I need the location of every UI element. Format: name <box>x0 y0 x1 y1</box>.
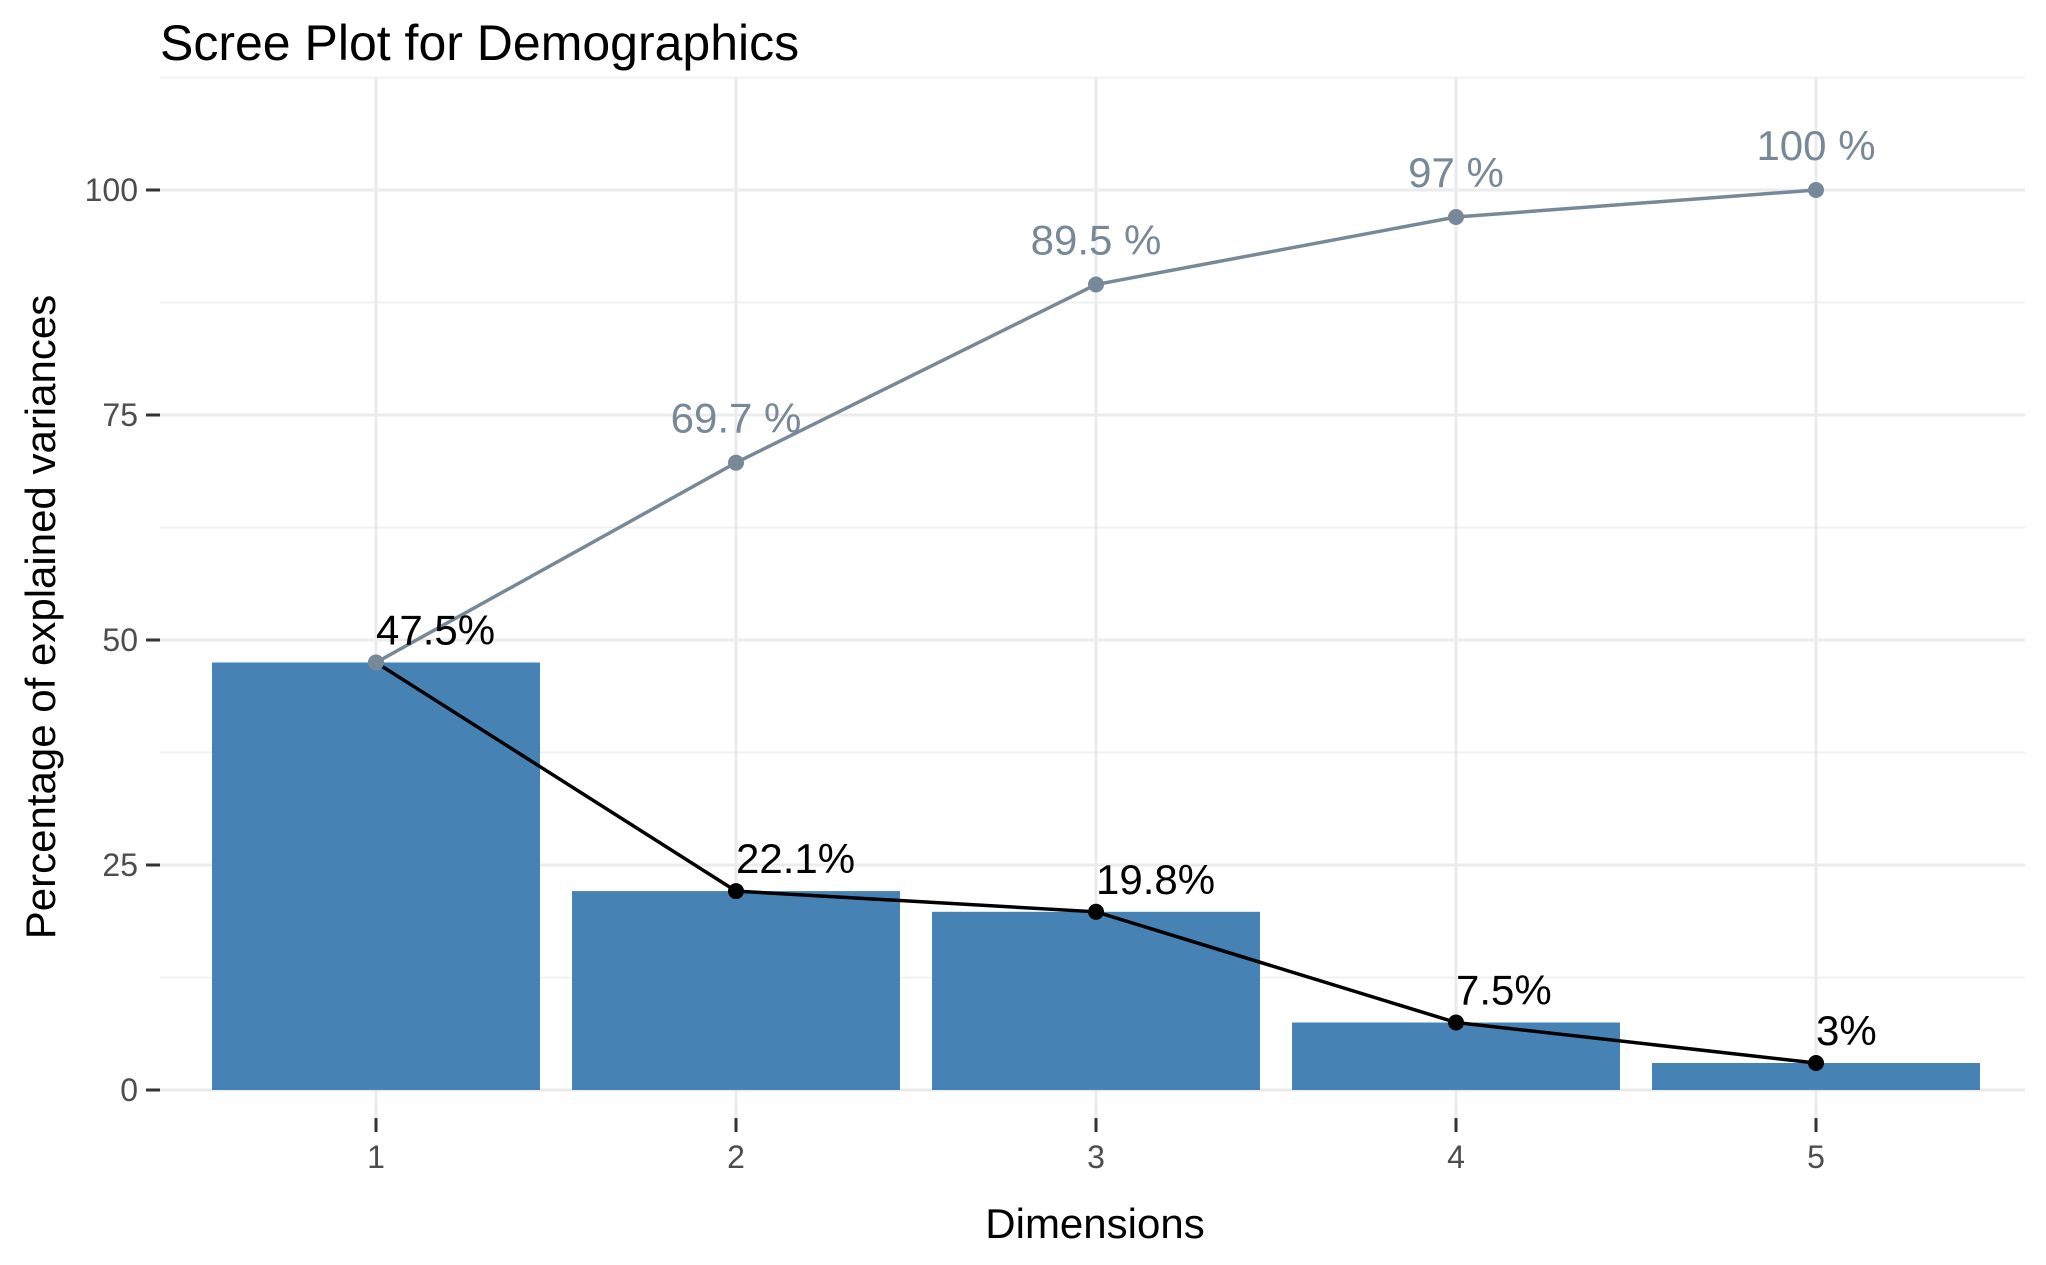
bar-value-label: 3% <box>1816 1007 1877 1054</box>
bar-value-label: 22.1% <box>736 835 855 882</box>
bars <box>212 662 1980 1090</box>
x-tick-label: 2 <box>727 1139 745 1175</box>
cumulative-point <box>1808 182 1824 198</box>
x-tick-label: 3 <box>1087 1139 1105 1175</box>
cumulative-point <box>728 454 744 471</box>
variance-point <box>1448 1014 1464 1031</box>
data-labels: 47.5% 22.1% 19.8% 7.5% 3% 69.7 % 89.5 % 97 % 100… <box>376 122 1877 1054</box>
y-tick-label: 0 <box>120 1072 138 1108</box>
x-tick-label: 1 <box>367 1139 385 1175</box>
y-axis-title: Percentage of explained variances <box>17 295 64 939</box>
bar-dim-3 <box>932 911 1260 1090</box>
y-tick-label: 50 <box>102 622 138 658</box>
variance-point <box>368 654 384 671</box>
variance-line-series <box>368 654 1824 1071</box>
chart-title: Scree Plot for Demographics <box>160 15 799 71</box>
cumulative-value-label: 100 % <box>1756 122 1875 169</box>
cumulative-value-label: 89.5 % <box>1031 217 1162 264</box>
cumulative-point <box>1448 209 1464 225</box>
bar-value-label: 47.5% <box>376 607 495 654</box>
x-tick-label: 5 <box>1807 1139 1825 1175</box>
y-tick-label: 75 <box>102 397 138 433</box>
cumulative-value-label: 69.7 % <box>671 395 802 442</box>
y-tick-label: 25 <box>102 847 138 883</box>
axes: 0 25 50 75 100 1 2 3 4 5 <box>85 172 1825 1175</box>
bar-dim-4 <box>1292 1022 1620 1090</box>
x-axis-title: Dimensions <box>985 1200 1204 1247</box>
cumulative-point <box>1088 276 1104 293</box>
x-tick-label: 4 <box>1447 1139 1465 1175</box>
bar-dim-2 <box>572 891 900 1090</box>
variance-point <box>1808 1055 1824 1071</box>
bar-value-label: 19.8% <box>1096 856 1215 903</box>
bar-dim-1 <box>212 662 540 1090</box>
variance-point <box>728 883 744 900</box>
bar-value-label: 7.5% <box>1456 967 1552 1014</box>
variance-point <box>1088 903 1104 920</box>
cumulative-value-label: 97 % <box>1408 149 1504 196</box>
y-tick-label: 100 <box>85 172 138 208</box>
